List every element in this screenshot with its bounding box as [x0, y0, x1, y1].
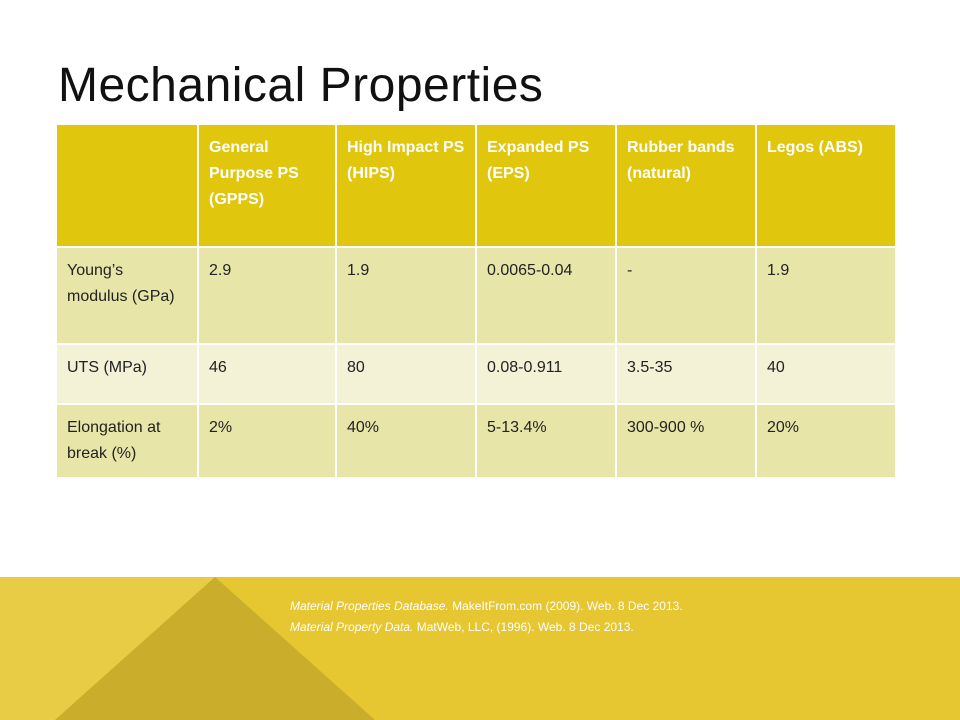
- table-body: Young’s modulus (GPa) 2.9 1.9 0.0065-0.04-1…: [57, 247, 897, 479]
- reference-source: Material Property Data.: [290, 620, 414, 634]
- footer-shape: [0, 577, 215, 720]
- reference-details: MakeItFrom.com (2009). Web. 8 Dec 2013.: [452, 599, 683, 613]
- header-row: General Purpose PS (GPPS) High Impact PS…: [57, 125, 897, 248]
- reference-details: MatWeb, LLC, (1996). Web. 8 Dec 2013.: [416, 620, 634, 634]
- column-header: General Purpose PS (GPPS): [198, 125, 337, 248]
- table-cell: 80: [336, 344, 477, 405]
- table-cell: 0.0065-0.04: [476, 247, 617, 345]
- table-cell: 1.9: [336, 247, 477, 345]
- table-cell: -: [616, 247, 757, 345]
- slide-title: Mechanical Properties: [58, 59, 544, 112]
- footer-triangle: [55, 577, 375, 720]
- table-cell: 46: [198, 344, 337, 405]
- column-header: Rubber bands (natural): [616, 125, 757, 248]
- corner-cell: [57, 125, 199, 248]
- table-row: Young’s modulus (GPa) 2.9 1.9 0.0065-0.04-1…: [57, 247, 897, 345]
- table-cell: 20%: [756, 404, 897, 479]
- reference-source: Material Properties Database.: [290, 599, 449, 613]
- table-cell: 40: [756, 344, 897, 405]
- footer-band: [0, 577, 960, 720]
- properties-table: General Purpose PS (GPPS) High Impact PS…: [57, 125, 897, 479]
- table-cell: 2.9: [198, 247, 337, 345]
- table-row: UTS (MPa) 46 80 0.08-0.911 3.5-35 40: [57, 344, 897, 405]
- reference: Material Properties Database. MakeItFrom…: [290, 596, 683, 617]
- table-cell: 2%: [198, 404, 337, 479]
- row-label: Young’s modulus (GPa): [57, 247, 199, 345]
- row-label: UTS (MPa): [57, 344, 199, 405]
- column-header: Legos (ABS): [756, 125, 897, 248]
- table-cell: 5-13.4%: [476, 404, 617, 479]
- table-cell: 0.08-0.911: [476, 344, 617, 405]
- column-header: Expanded PS (EPS): [476, 125, 617, 248]
- table-cell: 40%: [336, 404, 477, 479]
- table-row: Elongation at break (%) 2% 40% 5-13.4% 300-9…: [57, 404, 897, 479]
- column-header: High Impact PS (HIPS): [336, 125, 477, 248]
- table-cell: 300-900 %: [616, 404, 757, 479]
- table-cell: 3.5-35: [616, 344, 757, 405]
- table-cell: 1.9: [756, 247, 897, 345]
- row-label: Elongation at break (%): [57, 404, 199, 479]
- references: Material Properties Database. MakeItFrom…: [290, 596, 683, 638]
- reference: Material Property Data. MatWeb, LLC, (19…: [290, 617, 683, 638]
